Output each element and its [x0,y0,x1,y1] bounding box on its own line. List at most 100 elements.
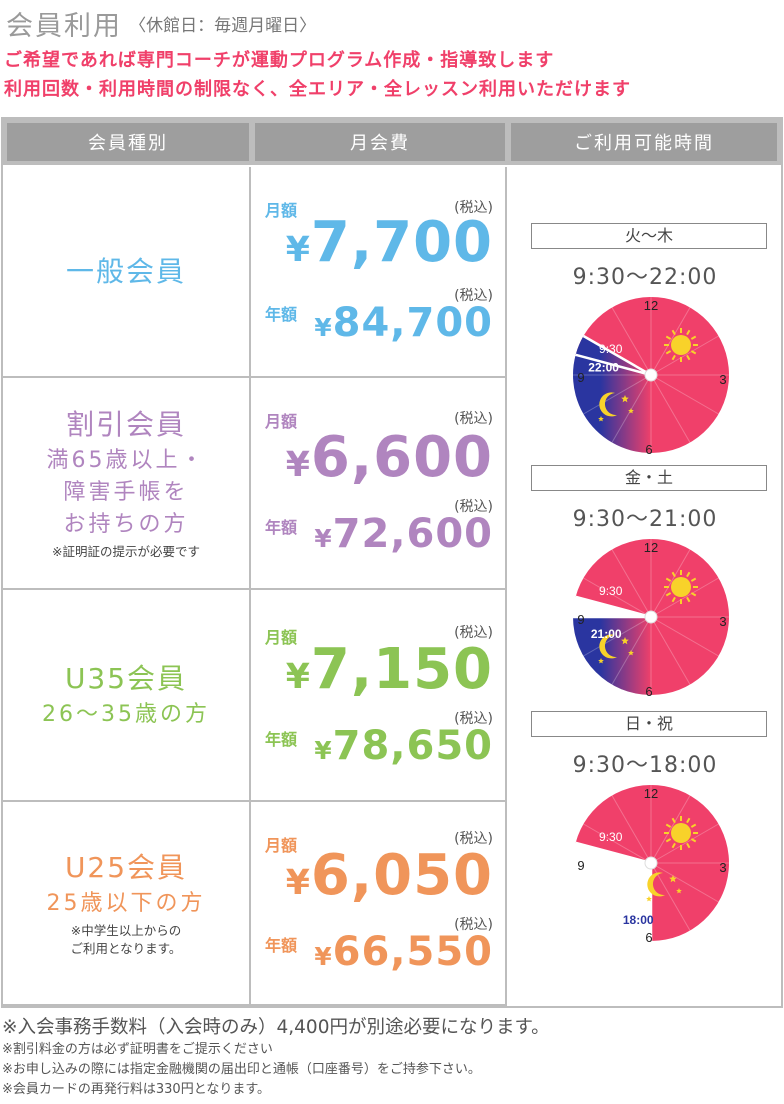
plan-name: 割引会員 [65,408,186,441]
star-icon [628,650,634,656]
header-hours: ご利用可能時間 [511,123,777,161]
plan-condition: 障害手帳を [63,480,189,505]
hours-column: 火～木 9:30～22:00 12 3 6 9 9:30 22:00 金・土 9:30～2… [509,167,781,1006]
footer-main-note: ※入会事務手数料（入会時のみ）4,400円が別途必要になります。 [2,1017,550,1038]
clock-sector-line [611,862,652,931]
plan-name: U25会員 [64,851,188,884]
plan-note: ※証明証の提示が必要です [52,544,200,559]
close-time-label: 18:00 [623,913,654,927]
open-hand [575,353,652,377]
clock-sector-line [583,823,652,864]
header-fee: 月会費 [255,123,505,161]
sun-ray [690,823,697,828]
moon-crescent [599,634,617,659]
yen-sign: ¥ [314,736,333,765]
yen-sign: ¥ [285,230,311,270]
days-box: 日・祝 [531,711,767,737]
night-segment [573,617,651,695]
clock-number: 6 [645,930,652,943]
clock-diagram: 12 3 6 9 9:30 18:00 [573,785,730,943]
clock-sector-line [650,374,719,415]
sun-ray [686,596,691,603]
sun-core [671,823,691,843]
open-time-label: 9:30 [599,342,623,356]
yearly-price: ¥78,650 [314,724,493,773]
hours-range: 9:30～22:00 [572,265,718,290]
clock-number: 9 [577,370,584,385]
close-hand [582,334,652,377]
star-icon [598,416,604,422]
star-icon [669,875,677,883]
yearly-price: ¥72,600 [314,512,493,561]
plan-name: 一般会員 [65,254,186,288]
sun-ray [690,350,697,355]
clock-sector-line [650,307,691,376]
plan-category: 一般会員 [3,167,251,376]
sun-ray [690,592,697,597]
sun-core [671,335,691,355]
footer-note: ※お申し込みの際には指定金融機関の届出印と通帳（口座番号）をご持参下さい。 [2,1062,481,1077]
yearly-price: ¥84,700 [314,301,493,350]
plan-category: U35会員 26～35歳の方 [3,590,251,800]
monthly-label: 月額 [265,628,298,647]
clock-sector-line [650,335,719,376]
plan-condition: 26～35歳の方 [42,702,210,727]
yearly-price: ¥66,550 [314,930,493,979]
star-icon [628,408,634,414]
clock-number: 12 [644,786,658,801]
monthly-price-value: 7,700 [310,210,493,275]
moon-crescent [599,392,617,417]
plan-category: U25会員 25歳以下の方 ※中学生以上からの ご利用となります。 [3,802,251,1004]
footer-note: ※会員カードの再発行料は330円となります。 [2,1082,271,1097]
days-box: 火～木 [531,223,767,249]
clock-number: 12 [644,540,658,555]
star-icon [646,896,652,902]
star-icon [621,395,629,403]
monthly-label: 月額 [265,412,298,431]
plan-note: ※中学生以上からの [70,923,182,938]
sun-ray [686,354,691,361]
sun-icon [664,570,698,604]
clock-sector-line [583,577,652,618]
yearly-label: 年額 [265,936,298,955]
clock-diagram: 12 3 6 9 9:30 21:00 [573,539,730,697]
plan-row-discount: 割引会員 満65歳以上・ 障害手帳を お持ちの方 ※証明証の提示が必要です 月額… [3,378,507,590]
yearly-price-value: 66,550 [332,929,493,975]
sun-ray [665,838,672,843]
yearly-price-value: 84,700 [332,300,493,346]
clock-center [644,610,658,624]
yen-sign: ¥ [285,863,311,903]
monthly-price-value: 6,600 [310,425,493,490]
clock-number: 6 [645,442,652,455]
sun-icon [664,816,698,850]
tax-label: (税込) [454,625,493,641]
plan-fees: 月額 (税込) ¥6,050 年額 (税込) ¥66,550 [253,802,507,1004]
plan-note: ご利用となります。 [70,941,182,956]
monthly-label: 月額 [265,836,298,855]
moon-crescent [647,872,665,897]
monthly-price: ¥6,050 [286,846,493,913]
closed-day-note: 〈休館日：毎週月曜日〉 [129,16,317,36]
plan-row-general: 一般会員 月額 (税込) ¥7,700 年額 (税込) ¥84,700 [3,167,507,378]
membership-table: 会員種別 月会費 ご利用可能時間 一般会員 月額 (税込) ¥7,700 年額 … [1,117,783,1008]
clock-sector-line [650,549,691,618]
clock-diagram: 12 3 6 9 9:30 22:00 [573,297,730,455]
close-time-label: 22:00 [588,361,619,375]
open-hand [575,595,652,619]
clock-sector-line [583,862,652,903]
yen-sign: ¥ [285,657,311,697]
clock-center [644,368,658,382]
monthly-price: ¥7,150 [286,640,493,707]
plan-row-u25: U25会員 25歳以下の方 ※中学生以上からの ご利用となります。 月額 (税込… [3,802,507,1006]
sun-ray [671,354,676,361]
moon-icon [647,872,665,897]
star-icon [676,888,682,894]
clock-center [644,856,658,870]
tax-label: (税込) [454,711,493,727]
plan-condition: 25歳以下の方 [46,891,206,916]
plan-fees: 月額 (税込) ¥7,150 年額 (税込) ¥78,650 [253,590,507,800]
intro-line-2: 利用回数・利用時間の制限なく、全エリア・全レッスン利用いただけます [4,79,631,100]
tax-label: (税込) [454,831,493,847]
clock-number: 3 [719,372,726,387]
clock-sector-line [611,616,652,685]
